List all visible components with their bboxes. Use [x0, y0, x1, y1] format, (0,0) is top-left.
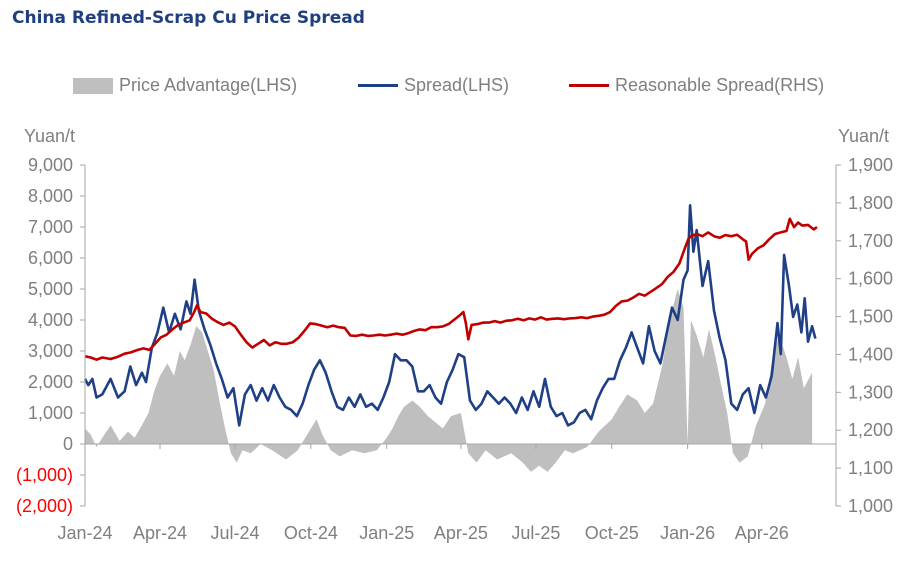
left-axis-tick-label: 7,000 — [28, 217, 73, 237]
series-line-reasonable-spread — [84, 217, 818, 361]
left-axis-tick-label: 1,000 — [28, 403, 73, 423]
right-axis-tick-label: 1,800 — [848, 193, 893, 213]
series-area-price-advantage — [85, 289, 813, 472]
left-axis-tick-label: 8,000 — [28, 186, 73, 206]
left-axis-tick-label: (2,000) — [16, 496, 73, 516]
chart-title: China Refined-Scrap Cu Price Spread — [12, 8, 365, 28]
legend-item-reasonable-spread: Reasonable Spread(RHS) — [569, 75, 824, 96]
left-axis-tick-label: 0 — [63, 434, 73, 454]
left-axis-tick-label: 3,000 — [28, 341, 73, 361]
legend-label: Spread(LHS) — [404, 75, 510, 95]
right-axis-tick-label: 1,700 — [848, 231, 893, 251]
right-axis-tick-label: 1,200 — [848, 420, 893, 440]
x-axis-tick-label: Jan-24 — [57, 523, 112, 543]
x-axis-tick-label: Apr-26 — [735, 523, 789, 543]
legend-label: Reasonable Spread(RHS) — [615, 75, 825, 95]
x-axis-tick-label: Jan-26 — [660, 523, 715, 543]
left-axis-tick-label: 6,000 — [28, 248, 73, 268]
x-axis-tick-label: Apr-25 — [434, 523, 488, 543]
legend-item-spread: Spread(LHS) — [358, 75, 509, 96]
left-axis-tick-label: 9,000 — [28, 155, 73, 175]
right-axis-unit: Yuan/t — [838, 126, 890, 146]
left-axis-tick-label: 4,000 — [28, 310, 73, 330]
x-axis-tick-label: Apr-24 — [133, 523, 187, 543]
right-axis-tick-label: 1,100 — [848, 458, 893, 478]
left-axis-tick-label: (1,000) — [16, 465, 73, 485]
left-axis-unit: Yuan/t — [24, 126, 76, 146]
left-axis-tick-label: 2,000 — [28, 372, 73, 392]
x-axis-tick-label: Jan-25 — [359, 523, 414, 543]
x-axis-tick-label: Oct-24 — [284, 523, 338, 543]
right-axis-tick-label: 1,300 — [848, 382, 893, 402]
x-axis-tick-label: Jul-24 — [211, 523, 260, 543]
right-axis-tick-label: 1,400 — [848, 344, 893, 364]
right-axis-tick-label: 1,900 — [848, 155, 893, 175]
legend-label: Price Advantage(LHS) — [119, 75, 298, 95]
legend: Price Advantage(LHS) Spread(LHS) Reasona… — [0, 75, 908, 99]
right-axis-tick-label: 1,500 — [848, 307, 893, 327]
left-axis-tick-label: 5,000 — [28, 279, 73, 299]
legend-swatch-line — [358, 84, 398, 87]
series-line-spread — [83, 204, 817, 427]
x-axis-tick-label: Oct-25 — [585, 523, 639, 543]
x-axis-tick-label: Jul-25 — [511, 523, 560, 543]
right-axis-tick-label: 1,000 — [848, 496, 893, 516]
legend-swatch-line — [569, 84, 609, 87]
legend-item-price-advantage: Price Advantage(LHS) — [73, 75, 297, 96]
legend-swatch-area — [73, 77, 113, 94]
right-axis-tick-label: 1,600 — [848, 269, 893, 289]
